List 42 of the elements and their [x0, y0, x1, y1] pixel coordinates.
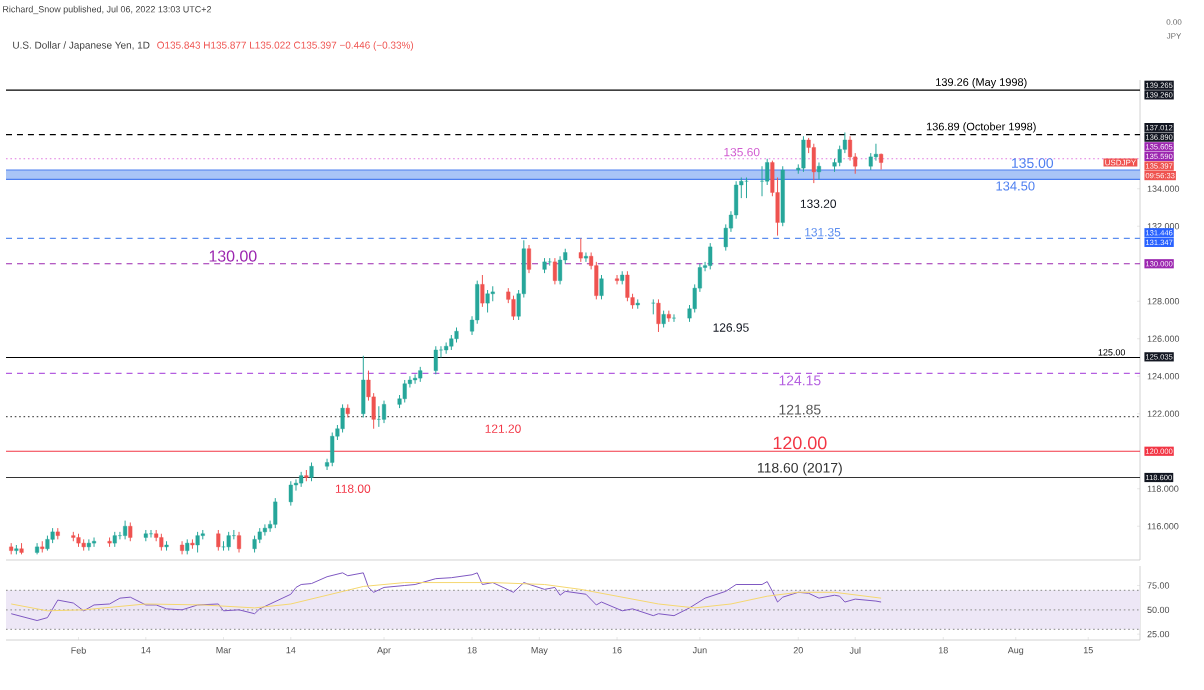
candlestick — [273, 497, 278, 529]
candlestick — [216, 529, 221, 552]
candlestick — [526, 244, 532, 274]
candlestick — [552, 257, 557, 285]
candlestick — [816, 161, 821, 180]
candlestick — [330, 432, 335, 467]
candlestick — [413, 373, 418, 385]
candlestick — [656, 298, 661, 333]
candlestick — [180, 540, 185, 555]
candlestick — [433, 345, 438, 375]
candlestick — [708, 242, 713, 270]
candlestick — [873, 143, 878, 162]
candlestick — [744, 176, 749, 199]
candlestick — [671, 313, 677, 323]
candlestick — [226, 531, 231, 552]
ref-line-label: 120.00 — [773, 436, 827, 450]
candlestick — [376, 405, 381, 428]
candlestick — [86, 538, 91, 552]
candlestick — [195, 531, 200, 553]
candlestick — [599, 274, 604, 300]
candlestick — [309, 462, 314, 482]
candlestick — [811, 143, 816, 184]
candlestick — [760, 165, 765, 197]
candlestick — [578, 237, 583, 263]
candlestick — [288, 480, 293, 507]
candlestick — [340, 403, 345, 433]
candlestick — [262, 523, 267, 537]
candlestick — [148, 529, 154, 538]
candlestick — [625, 270, 630, 302]
candlestick — [485, 289, 490, 313]
candlestick — [237, 531, 242, 553]
line-series — [10, 572, 882, 622]
candlestick — [801, 135, 806, 173]
candlestick — [128, 522, 133, 542]
candlestick — [583, 251, 588, 263]
candlestick — [382, 400, 387, 424]
candlestick — [361, 355, 366, 418]
candlestick — [402, 379, 407, 403]
candlestick — [123, 520, 128, 540]
candlestick — [480, 274, 485, 308]
candlestick — [558, 255, 563, 285]
candlestick — [511, 295, 516, 321]
